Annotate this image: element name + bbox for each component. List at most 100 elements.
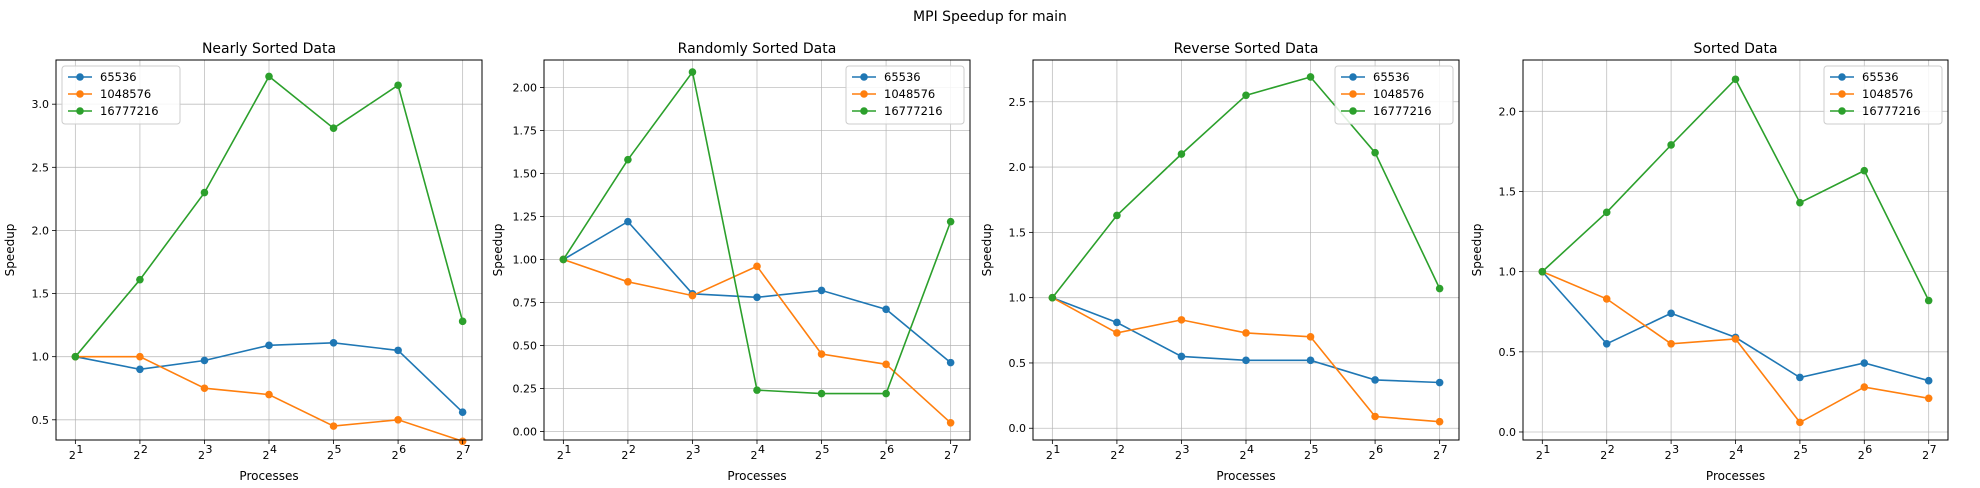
legend-marker-65536 (1349, 73, 1357, 81)
data-point-1048576 (1796, 418, 1804, 427)
xtick-label: 2 (1600, 449, 1607, 462)
data-point-16777216 (946, 217, 955, 226)
x-axis-label: Processes (1706, 469, 1765, 483)
xtick-exponent: 6 (1865, 443, 1872, 456)
y-axis-label: Speedup (1470, 224, 1484, 277)
data-point-16777216 (1048, 293, 1057, 302)
data-point-16777216 (1435, 284, 1444, 293)
ytick-label: 0.25 (513, 382, 538, 395)
legend-label: 16777216 (1373, 104, 1432, 118)
xtick-label: 2 (944, 449, 951, 462)
ytick-label: 1.25 (513, 210, 538, 223)
xtick-exponent: 5 (1312, 443, 1319, 456)
legend-marker-65536 (860, 73, 868, 81)
data-point-1048576 (1860, 383, 1869, 391)
ytick-label: 2.0 (1009, 161, 1027, 174)
data-point-16777216 (1371, 148, 1379, 157)
data-point-16777216 (1177, 150, 1186, 158)
xtick-exponent: 2 (1608, 443, 1615, 456)
xtick-exponent: 4 (270, 443, 277, 456)
legend-marker-1048576 (860, 90, 868, 98)
ytick-label: 0.0 (1499, 426, 1517, 439)
data-point-65536 (200, 356, 209, 365)
xtick-label: 2 (880, 449, 887, 462)
data-point-1048576 (753, 262, 761, 271)
legend-label: 1048576 (100, 87, 151, 101)
data-point-16777216 (136, 275, 144, 284)
legend-marker-16777216 (1349, 107, 1357, 115)
x-axis-label: Processes (239, 469, 298, 483)
data-point-65536 (136, 365, 144, 374)
data-point-65536 (1242, 356, 1250, 365)
legend-label: 65536 (100, 70, 137, 84)
legend-marker-16777216 (76, 107, 84, 115)
data-point-65536 (882, 305, 890, 314)
panel-title: Sorted Data (1693, 41, 1777, 57)
data-point-1048576 (1667, 339, 1675, 348)
data-point-65536 (753, 293, 761, 302)
xtick-label: 2 (327, 449, 334, 462)
legend-label: 65536 (1373, 70, 1410, 84)
ytick-label: 1.50 (513, 167, 538, 180)
xtick-label: 2 (1536, 449, 1543, 462)
data-point-65536 (1177, 352, 1186, 361)
xtick-label: 2 (198, 449, 205, 462)
xtick-exponent: 1 (1543, 443, 1550, 456)
data-point-16777216 (559, 255, 568, 264)
data-point-65536 (1602, 339, 1611, 348)
legend-marker-16777216 (860, 107, 868, 115)
xtick-label: 2 (1433, 449, 1440, 462)
legend-marker-16777216 (1838, 107, 1846, 115)
xtick-label: 2 (133, 449, 140, 462)
legend-label: 16777216 (1862, 104, 1921, 118)
ytick-label: 0.0 (1009, 422, 1027, 435)
data-point-16777216 (394, 81, 402, 90)
ytick-label: 1.5 (32, 288, 50, 301)
x-axis-label: Processes (727, 469, 786, 483)
ytick-label: 1.0 (1009, 292, 1027, 305)
data-point-1048576 (817, 350, 826, 358)
panel-title: Nearly Sorted Data (202, 41, 336, 57)
legend-marker-1048576 (1349, 90, 1357, 98)
xtick-exponent: 5 (1801, 443, 1808, 456)
legend-label: 1048576 (1862, 87, 1913, 101)
y-axis-label: Speedup (491, 224, 505, 277)
xtick-exponent: 2 (141, 443, 148, 456)
ytick-label: 0.5 (32, 414, 50, 427)
xtick-exponent: 5 (335, 443, 342, 456)
legend-marker-65536 (76, 73, 84, 81)
data-point-65536 (329, 338, 338, 347)
ytick-label: 2.00 (513, 82, 538, 95)
xtick-exponent: 1 (76, 443, 83, 456)
xtick-label: 2 (1110, 449, 1117, 462)
data-point-65536 (946, 358, 955, 367)
ytick-label: 2.0 (1499, 105, 1517, 118)
ytick-label: 3.0 (32, 98, 50, 111)
data-point-65536 (624, 217, 632, 226)
data-point-1048576 (624, 278, 632, 286)
data-point-16777216 (1860, 166, 1869, 175)
ytick-label: 1.0 (1499, 266, 1517, 279)
data-point-65536 (458, 408, 467, 417)
xtick-label: 2 (1665, 449, 1672, 462)
xtick-label: 2 (1304, 449, 1311, 462)
data-point-65536 (817, 286, 826, 295)
ytick-label: 1.5 (1499, 185, 1517, 198)
ytick-label: 1.0 (32, 351, 50, 364)
data-point-1048576 (1177, 316, 1186, 324)
data-point-16777216 (1306, 73, 1315, 81)
xtick-label: 2 (1858, 449, 1865, 462)
panel-title: Reverse Sorted Data (1174, 41, 1319, 57)
xtick-exponent: 2 (629, 443, 636, 456)
data-point-16777216 (1924, 296, 1933, 305)
ytick-label: 0.5 (1499, 346, 1517, 359)
data-point-1048576 (1242, 329, 1250, 337)
data-point-16777216 (1538, 267, 1547, 276)
xtick-exponent: 1 (1053, 443, 1060, 456)
legend-label: 16777216 (100, 104, 159, 118)
data-point-65536 (1924, 376, 1933, 385)
xtick-exponent: 1 (564, 443, 571, 456)
